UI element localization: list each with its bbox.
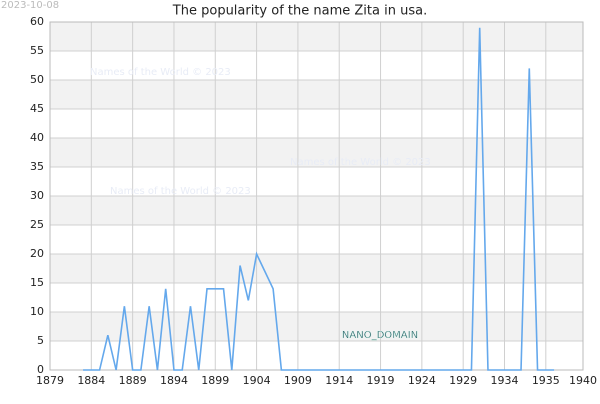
watermark: Names of the World © 2023 [290, 157, 431, 168]
x-tick-label: 1909 [284, 374, 312, 387]
line [83, 27, 555, 371]
x-tick-label: 1940 [569, 374, 597, 387]
y-tick-label: 0 [37, 363, 44, 376]
annotation: NANO_DOMAIN [342, 330, 418, 341]
x-tick-label: 1889 [119, 374, 147, 387]
y-tick-label: 35 [30, 160, 44, 173]
x-tick-label: 1919 [367, 374, 395, 387]
watermark: Names of the World © 2023 [90, 67, 231, 78]
y-tick-label: 30 [30, 189, 44, 202]
chart-title: The popularity of the name Zita in usa. [172, 4, 427, 19]
x-tick-label: 1935 [532, 374, 560, 387]
x-tick-label: 1899 [201, 374, 229, 387]
x-tick-label: 1879 [36, 374, 64, 387]
band [50, 80, 583, 109]
y-tick-label: 40 [30, 131, 44, 144]
x-tick-label: 1929 [449, 374, 477, 387]
band [50, 196, 583, 225]
y-tick-label: 20 [30, 247, 44, 260]
x-tick-label: 1914 [325, 374, 353, 387]
y-tick-label: 5 [37, 334, 44, 347]
y-tick-label: 50 [30, 73, 44, 86]
y-tick-label: 25 [30, 218, 44, 231]
x-tick-label: 1894 [160, 374, 188, 387]
band [50, 138, 583, 167]
band [50, 312, 583, 341]
y-tick-label: 55 [30, 44, 44, 57]
band [50, 22, 583, 51]
x-tick-label: 1934 [490, 374, 518, 387]
y-tick-label: 15 [30, 276, 44, 289]
y-tick-label: 45 [30, 102, 44, 115]
x-tick-label: 1884 [77, 374, 105, 387]
x-tick-label: 1904 [243, 374, 271, 387]
watermark: Names of the World © 2023 [110, 186, 251, 197]
band [50, 254, 583, 283]
y-tick-label: 10 [30, 305, 44, 318]
x-tick-label: 1924 [408, 374, 436, 387]
date: 2023-10-08 [1, 0, 59, 11]
y-tick-label: 60 [30, 15, 44, 28]
